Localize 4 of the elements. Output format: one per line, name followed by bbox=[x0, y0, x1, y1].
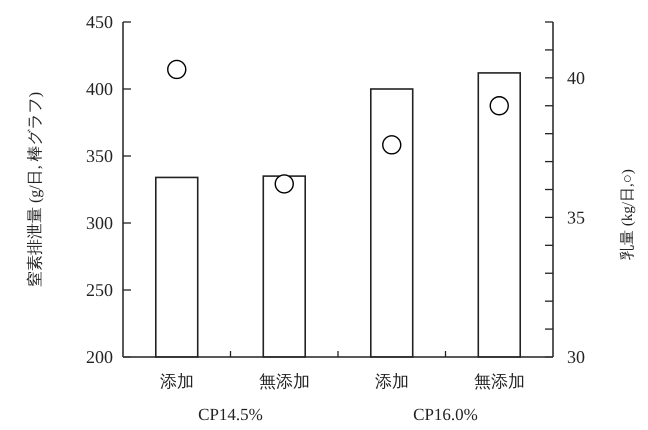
annotation: CP16.0% bbox=[413, 405, 478, 424]
ylabel: 窒素排泄量 (g/日, 棒グラフ) bbox=[27, 92, 44, 288]
annotation: CP14.5% bbox=[198, 405, 263, 424]
y2label: 乳量 (kg/日,○) bbox=[620, 169, 636, 260]
